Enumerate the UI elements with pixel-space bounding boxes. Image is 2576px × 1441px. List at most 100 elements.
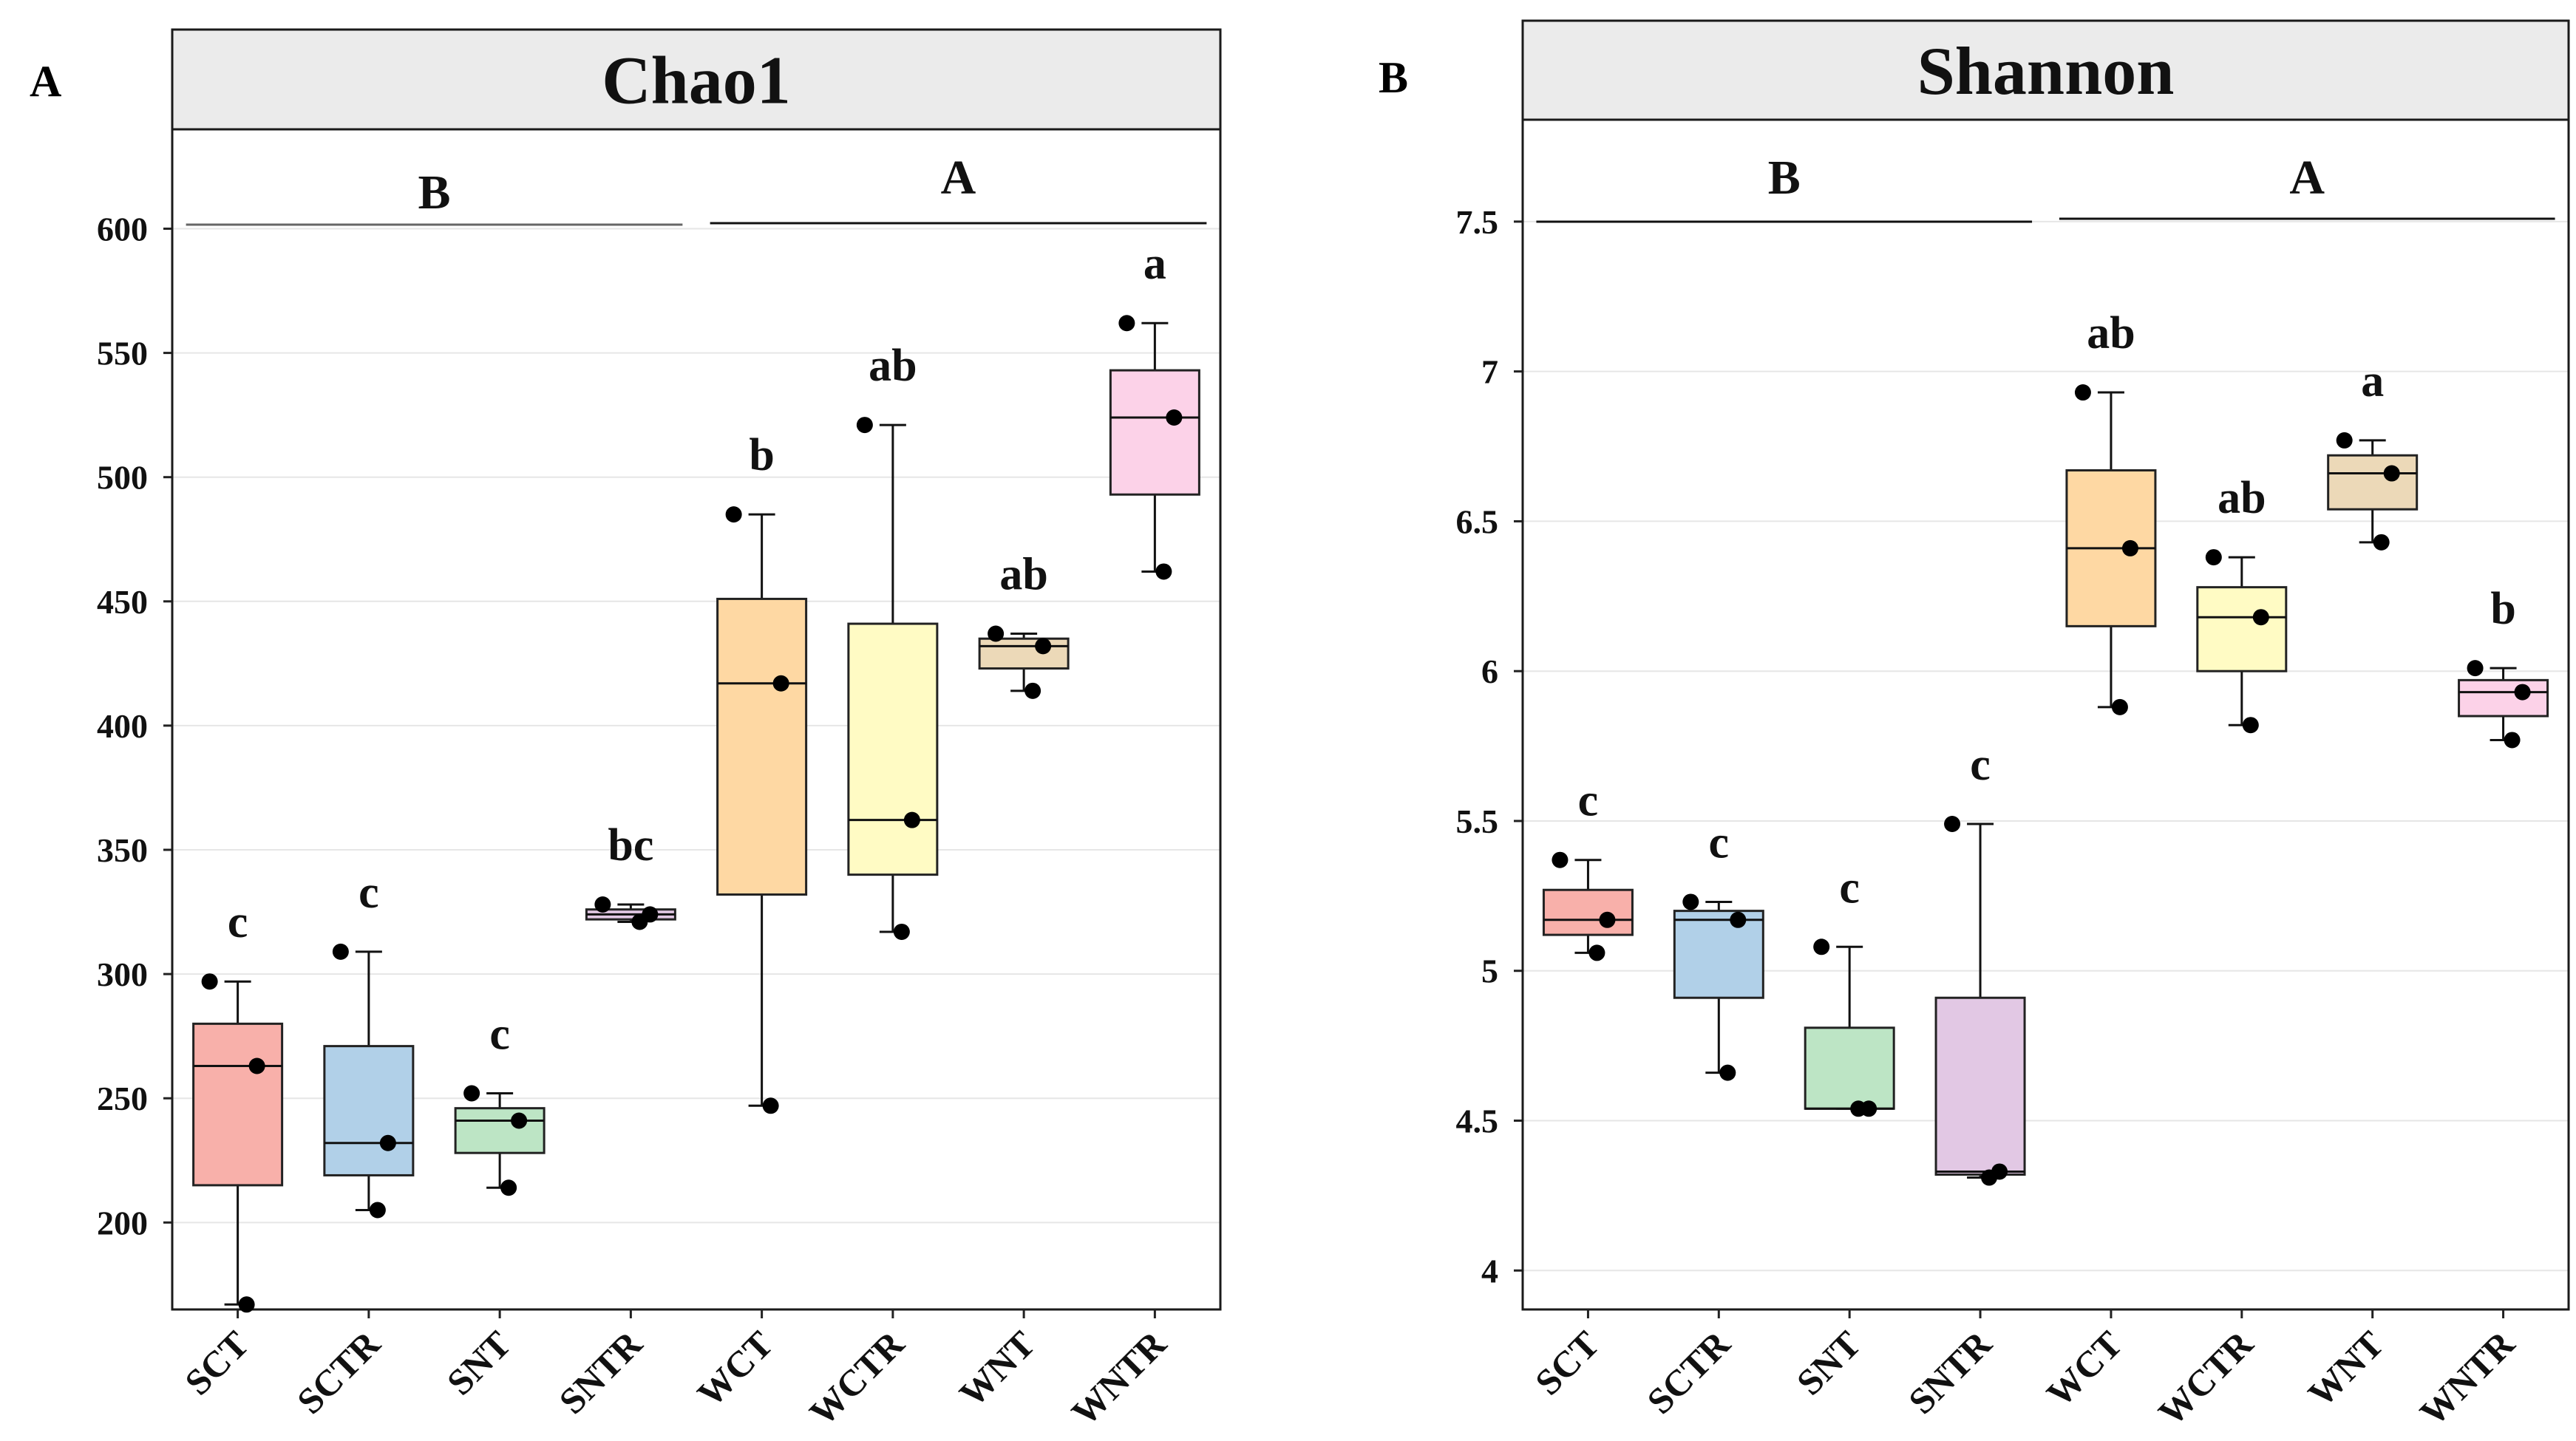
significance-letter: a <box>1143 239 1166 289</box>
x-tick-label: SNT <box>439 1323 519 1403</box>
box-wct: ab <box>2065 308 2157 715</box>
y-tick-label: 450 <box>97 583 148 621</box>
data-point <box>772 675 789 692</box>
title-strip <box>171 28 1222 131</box>
x-tick-label: WNT <box>2300 1323 2391 1414</box>
box-body <box>323 1045 415 1176</box>
significance-letter: a <box>2361 356 2384 406</box>
box-body <box>1804 1026 1895 1110</box>
significance-letter: c <box>1970 740 1991 790</box>
data-point <box>2504 732 2521 749</box>
data-point <box>2121 539 2138 556</box>
data-point <box>903 811 920 828</box>
x-tick-label: SNT <box>1789 1323 1869 1403</box>
y-tick-label: 250 <box>97 1080 148 1117</box>
box-body <box>978 637 1070 670</box>
y-tick-label: 6 <box>1481 653 1498 690</box>
data-point <box>1118 315 1135 332</box>
box-wntr: a <box>1109 239 1200 580</box>
data-point <box>379 1134 396 1151</box>
data-point <box>2111 698 2128 715</box>
data-point <box>1599 911 1616 928</box>
panel-letter: A <box>30 57 61 106</box>
data-point <box>631 913 648 930</box>
box-sntr: c <box>1934 740 2026 1186</box>
box-snt: c <box>1804 862 1895 1117</box>
significance-letter: bc <box>608 820 653 871</box>
x-tick-label: SNTR <box>551 1323 650 1423</box>
significance-letter: c <box>1839 862 1860 913</box>
box-wnt: a <box>2327 356 2419 551</box>
y-tick-label: 600 <box>97 210 148 248</box>
data-point <box>988 625 1005 642</box>
significance-letter: ab <box>2218 473 2266 523</box>
x-tick-label: WCTR <box>801 1323 912 1434</box>
y-tick-label: 5.5 <box>1456 803 1499 840</box>
group-label-a: A <box>941 151 976 205</box>
box-body <box>1934 996 2026 1176</box>
y-tick-label: 6.5 <box>1456 503 1499 540</box>
data-point <box>893 923 910 940</box>
box-body <box>2327 454 2419 511</box>
box-sctr: c <box>323 868 415 1219</box>
box-wctr: ab <box>847 341 939 940</box>
data-point <box>369 1202 386 1219</box>
y-tick-label: 200 <box>97 1204 148 1241</box>
y-tick-label: 5 <box>1481 953 1498 990</box>
plot-frame <box>1521 118 2570 1311</box>
y-tick-label: 350 <box>97 831 148 869</box>
box-body <box>192 1022 284 1187</box>
data-point <box>1682 893 1699 910</box>
data-point <box>2205 549 2222 566</box>
box-wnt: ab <box>978 550 1070 699</box>
box-snt: c <box>454 1009 546 1196</box>
x-tick-label: SNTR <box>1900 1323 2000 1423</box>
box-body <box>847 622 939 876</box>
x-tick-label: WCT <box>2039 1323 2130 1414</box>
y-tick-label: 7.5 <box>1456 203 1499 241</box>
data-point <box>2383 465 2400 482</box>
chart-panel-chao1: A Chao1 200 250 300 350 400 450 500 550 600 B Ac SCT c… <box>30 28 1222 1434</box>
x-tick-label: WNTR <box>1064 1323 1175 1434</box>
panel-title: Shannon <box>1917 33 2175 109</box>
box-body <box>2458 678 2549 718</box>
significance-letter: b <box>749 430 774 480</box>
significance-letter: b <box>2490 584 2515 634</box>
data-point <box>1588 944 1605 961</box>
y-tick-label: 7 <box>1481 353 1498 391</box>
data-point <box>594 896 611 913</box>
data-point <box>201 973 218 990</box>
data-point <box>1850 1100 1867 1117</box>
box-sctr: c <box>1673 817 1764 1081</box>
y-tick-label: 4.5 <box>1456 1103 1499 1140</box>
panel-title: Chao1 <box>602 43 791 118</box>
data-point <box>1552 851 1569 868</box>
data-point <box>2336 432 2353 449</box>
significance-letter: ab <box>869 341 917 391</box>
box-body <box>2196 586 2288 672</box>
box-body <box>454 1107 546 1154</box>
data-point <box>1035 638 1052 655</box>
box-wct: b <box>716 430 808 1114</box>
data-point <box>1166 409 1183 426</box>
data-point <box>1155 563 1172 580</box>
box-body <box>1109 369 1200 496</box>
group-label-a: A <box>2289 151 2325 205</box>
data-point <box>511 1112 528 1129</box>
box-body <box>1542 888 1634 936</box>
box-body <box>716 597 808 896</box>
panel-letter: B <box>1379 53 1408 102</box>
group-label-b: B <box>1768 151 1801 205</box>
data-point <box>248 1057 265 1074</box>
data-point <box>762 1097 779 1114</box>
significance-letter: ab <box>999 550 1047 600</box>
x-tick-label: SCTR <box>1639 1323 1739 1423</box>
data-point <box>1719 1064 1736 1081</box>
box-sct: c <box>1542 776 1634 961</box>
data-point <box>2242 717 2259 734</box>
box-wntr: b <box>2458 584 2549 749</box>
data-point <box>2074 384 2091 401</box>
x-tick-label: WCTR <box>2150 1323 2261 1434</box>
data-point <box>1024 682 1041 699</box>
